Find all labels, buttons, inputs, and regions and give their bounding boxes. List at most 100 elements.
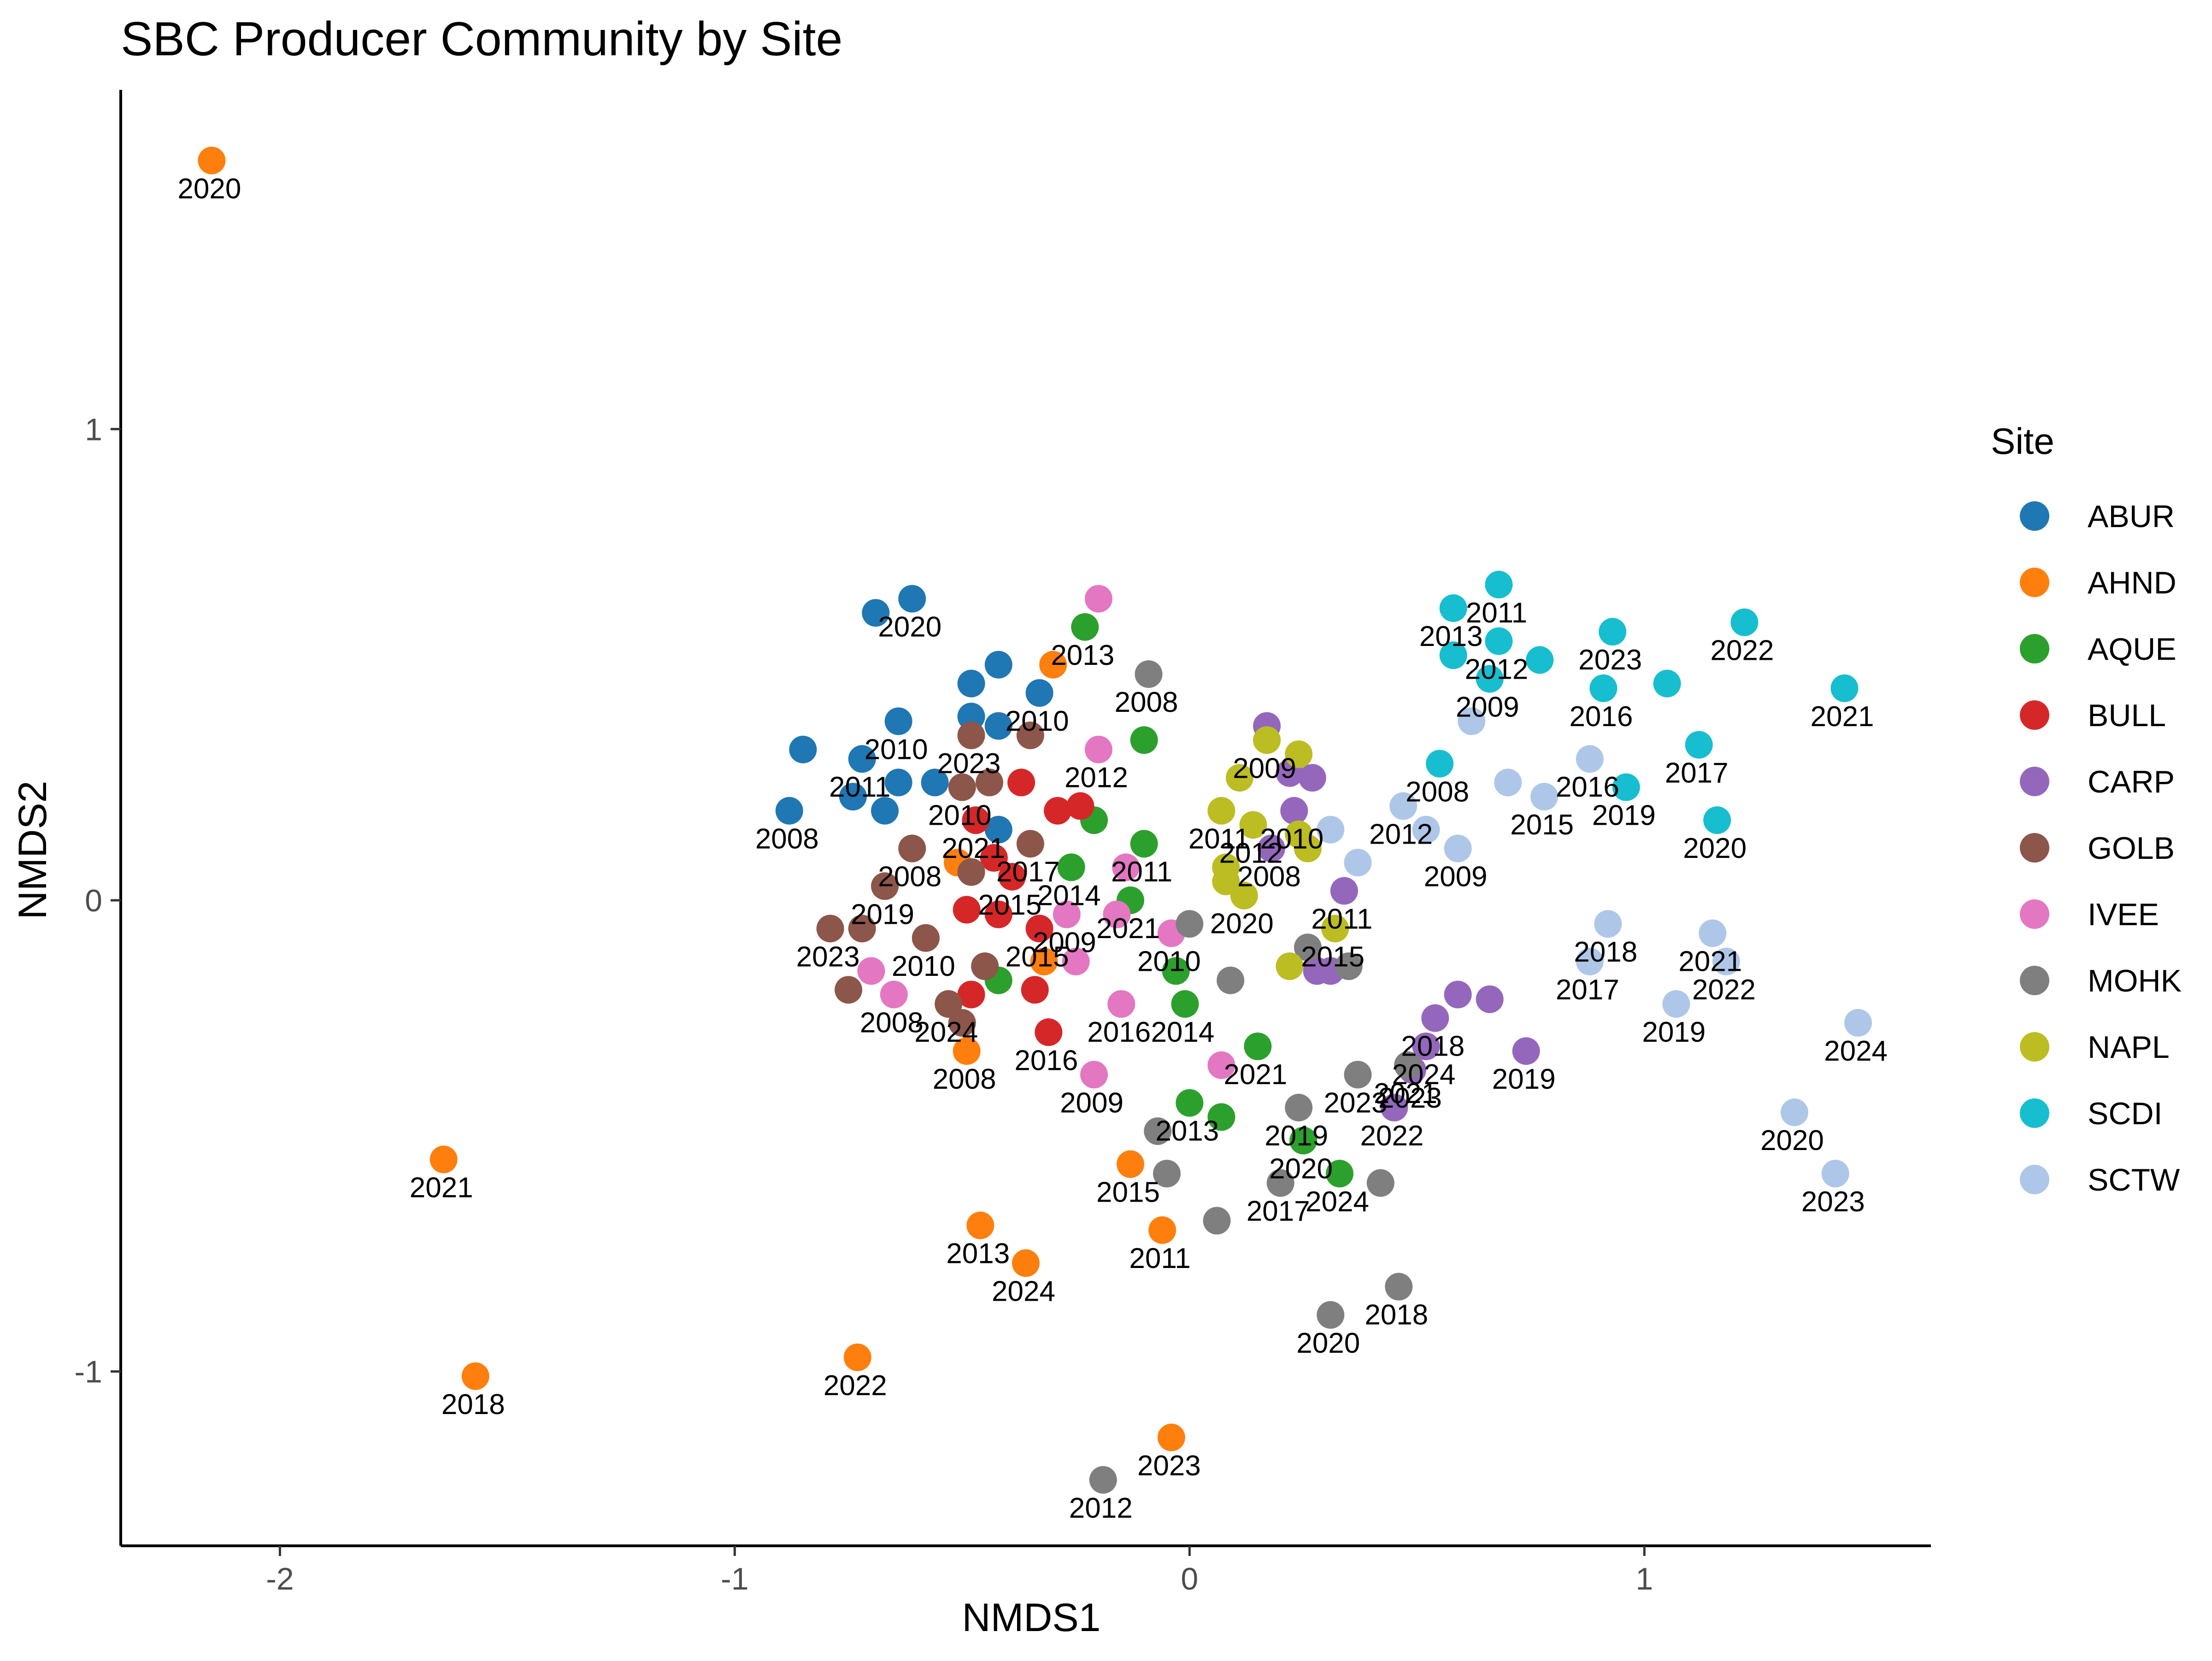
- point-abur: [984, 651, 1012, 679]
- point-label-aque: 2013: [1155, 1115, 1219, 1147]
- points-layer: [198, 147, 1872, 1494]
- point-mohk: [1176, 910, 1204, 938]
- point-sctw: [1494, 769, 1522, 797]
- point-bull: [1066, 792, 1094, 820]
- point-carp: [1280, 797, 1308, 825]
- point-sctw: [1344, 849, 1372, 877]
- point-abur: [898, 585, 926, 613]
- point-sctw: [1699, 919, 1727, 947]
- point-bull: [998, 863, 1026, 891]
- point-scdi: [1703, 806, 1731, 834]
- point-ivee: [1107, 990, 1135, 1018]
- point-napl: [1294, 834, 1322, 863]
- point-carp: [1444, 980, 1472, 1009]
- point-label-sctw: 2022: [1692, 974, 1756, 1006]
- legend-label-scdi: SCDI: [2088, 1096, 2162, 1131]
- point-scdi: [1476, 665, 1504, 693]
- legend-label-golb: GOLB: [2088, 831, 2175, 866]
- point-aque: [1244, 1032, 1272, 1060]
- point-ivee: [1112, 853, 1140, 881]
- point-mohk: [1089, 1466, 1117, 1494]
- point-aque: [1207, 1103, 1235, 1131]
- point-label-bull: 2015: [978, 889, 1041, 921]
- point-scdi: [1439, 594, 1467, 622]
- point-abur: [884, 769, 912, 797]
- point-label-golb: 2024: [914, 1016, 978, 1048]
- point-abur: [957, 669, 985, 698]
- legend-key-carp: [2020, 767, 2049, 796]
- legend-label-aque: AQUE: [2088, 632, 2177, 667]
- point-abur: [984, 712, 1012, 740]
- point-label-ivee: 2016: [1087, 1016, 1151, 1048]
- legend-key-mohk: [2020, 966, 2049, 995]
- point-label-ahnd: 2023: [1137, 1450, 1201, 1482]
- point-label-carp: 2008: [1237, 861, 1301, 892]
- point-label-ivee: 2009: [1033, 927, 1096, 959]
- point-label-ahnd: 2013: [946, 1238, 1010, 1270]
- point-ahnd: [1039, 651, 1067, 679]
- point-golb: [957, 858, 985, 886]
- point-sctw: [1844, 1009, 1872, 1037]
- point-carp: [1412, 1032, 1440, 1060]
- point-napl: [1253, 726, 1281, 754]
- point-abur: [871, 797, 899, 825]
- legend-label-sctw: SCTW: [2088, 1162, 2180, 1197]
- point-golb: [976, 769, 1004, 797]
- point-label-scdi: 2020: [1683, 833, 1747, 864]
- point-ahnd: [429, 1145, 458, 1174]
- point-carp: [1421, 1004, 1449, 1032]
- point-label-abur: 2011: [829, 771, 890, 803]
- point-label-carp: 2024: [1392, 1059, 1456, 1091]
- point-napl: [1225, 764, 1253, 792]
- point-golb: [971, 952, 999, 980]
- point-ahnd: [843, 1343, 871, 1371]
- point-aque: [1171, 990, 1199, 1018]
- point-bull: [953, 896, 981, 924]
- point-bull: [1025, 915, 1053, 943]
- legend-label-mohk: MOHK: [2088, 963, 2182, 998]
- point-ahnd: [1148, 1216, 1177, 1244]
- point-sctw: [1389, 792, 1418, 820]
- point-label-mohk: 2020: [1296, 1327, 1360, 1359]
- point-label-aque: 2014: [1151, 1016, 1214, 1048]
- point-abur: [839, 782, 867, 810]
- point-scdi: [1526, 646, 1554, 674]
- point-label-carp: 2023: [1378, 1082, 1442, 1114]
- point-label-sctw: 2009: [1424, 861, 1488, 892]
- point-label-ahnd: 2008: [933, 1063, 996, 1095]
- point-golb: [1016, 722, 1044, 750]
- point-sctw: [1576, 745, 1604, 773]
- point-label-napl: 2015: [1301, 941, 1365, 973]
- point-label-aque: 2014: [1037, 880, 1101, 911]
- point-label-ivee: 2009: [1060, 1087, 1124, 1119]
- point-label-ahnd: 2020: [177, 173, 241, 205]
- point-golb: [957, 722, 985, 750]
- point-carp: [1298, 764, 1326, 792]
- point-carp: [1380, 1093, 1408, 1121]
- point-aque: [1176, 1089, 1204, 1117]
- point-label-abur: 2008: [755, 823, 819, 855]
- point-abur: [984, 816, 1012, 844]
- point-ivee: [1062, 947, 1090, 975]
- point-label-abur: 2010: [865, 734, 928, 765]
- point-label-scdi: 2016: [1569, 701, 1633, 733]
- point-sctw: [1821, 1160, 1849, 1188]
- point-abur: [884, 707, 912, 735]
- point-scdi: [1730, 608, 1759, 636]
- point-ivee: [880, 980, 908, 1009]
- point-bull: [1021, 976, 1049, 1004]
- legend-title: Site: [1991, 421, 2054, 462]
- legend: ABUR AHND AQUE BULL CARP GOLB IVEE MOHK NAPL SCDI…: [2020, 499, 2182, 1197]
- point-sctw: [1444, 834, 1472, 863]
- point-aque: [1130, 830, 1158, 858]
- point-scdi: [1685, 731, 1713, 759]
- point-ivee: [1103, 900, 1131, 928]
- point-label-scdi: 2023: [1578, 644, 1642, 676]
- point-mohk: [1153, 1160, 1181, 1188]
- point-mohk: [1266, 1169, 1294, 1197]
- point-napl: [1321, 915, 1349, 943]
- point-scdi: [1612, 773, 1640, 801]
- point-mohk: [1203, 1207, 1231, 1235]
